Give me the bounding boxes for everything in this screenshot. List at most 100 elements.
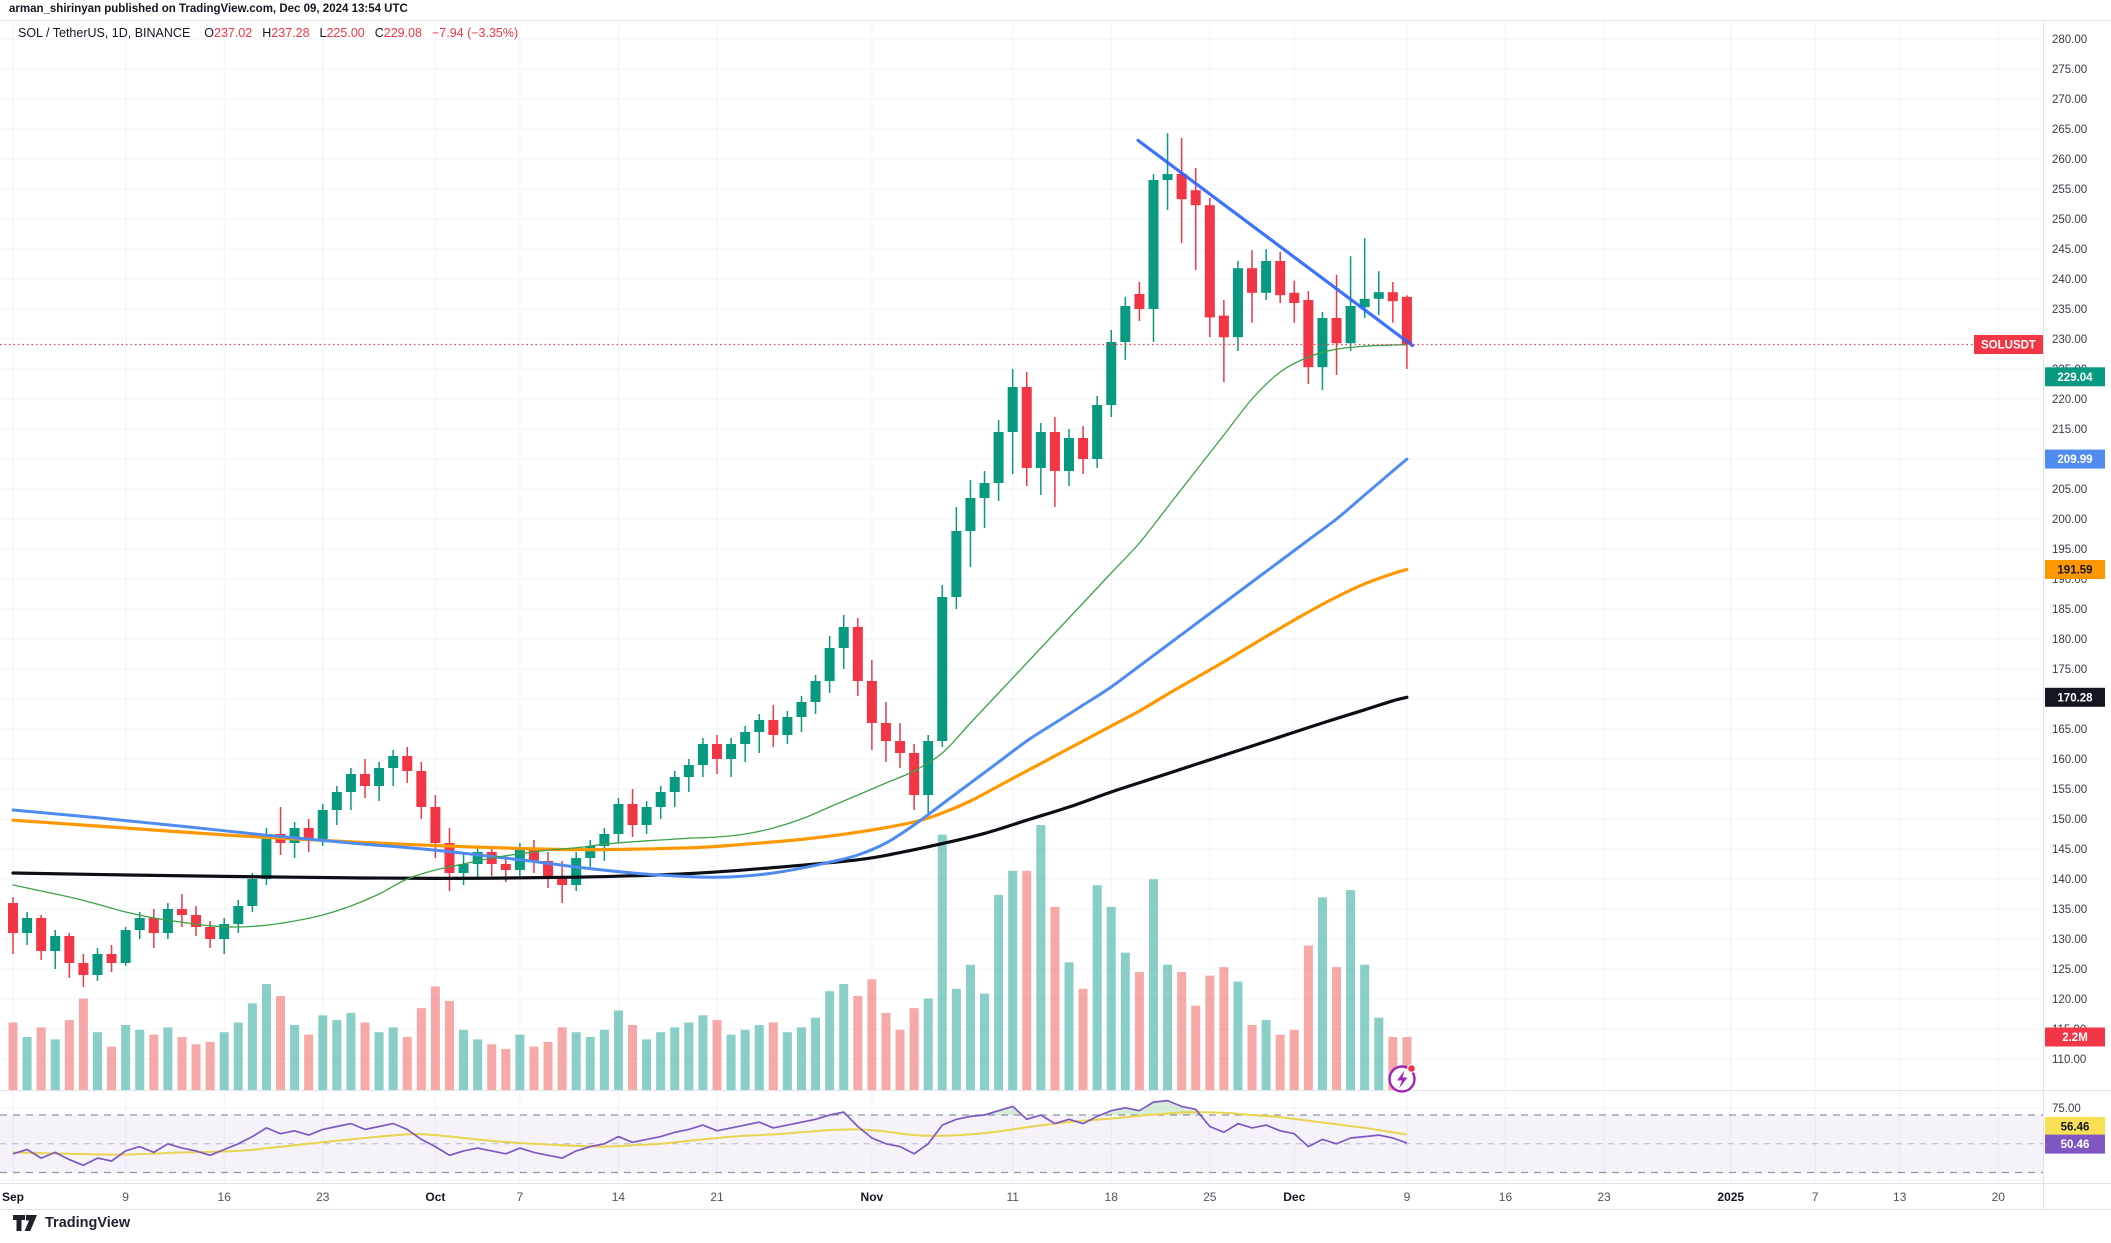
- candle: [895, 741, 906, 753]
- time-tick-label: 20: [1992, 1190, 2006, 1204]
- volume-bar: [543, 1041, 553, 1090]
- symbol-legend[interactable]: SOL / TetherUS, 1D, BINANCE O237.02 H237.2…: [18, 26, 518, 40]
- candle: [1148, 180, 1159, 309]
- candle: [458, 864, 469, 873]
- candle: [191, 915, 202, 927]
- volume-bar: [276, 996, 286, 1090]
- volume-bar: [473, 1039, 483, 1090]
- volume-bar: [36, 1027, 46, 1090]
- candle: [866, 681, 877, 723]
- volume-bar: [740, 1029, 750, 1090]
- candle: [528, 849, 539, 861]
- candle: [472, 852, 483, 864]
- time-tick-label: 23: [1597, 1190, 1611, 1204]
- volume-bar: [1346, 890, 1356, 1090]
- footer: TradingView: [12, 1214, 130, 1232]
- price-tick-label: 185.00: [2052, 604, 2087, 616]
- volume-bar: [1092, 885, 1102, 1090]
- price-tick-label: 265.00: [2052, 124, 2087, 136]
- time-tick-label: 18: [1105, 1190, 1119, 1204]
- candle: [1078, 438, 1089, 459]
- svg-text:209.99: 209.99: [2057, 454, 2092, 466]
- volume-bar: [501, 1049, 511, 1090]
- candle: [247, 879, 258, 906]
- volume-bar: [1205, 975, 1215, 1090]
- volume-bar: [1374, 1017, 1384, 1090]
- candle: [1162, 174, 1173, 180]
- candle: [331, 792, 342, 810]
- candle: [951, 531, 962, 597]
- candle: [740, 732, 751, 744]
- volume-bar: [1064, 962, 1074, 1090]
- svg-text:170.28: 170.28: [2057, 692, 2093, 704]
- candle: [1064, 438, 1074, 471]
- candle: [796, 702, 807, 717]
- candle: [1204, 205, 1215, 318]
- volume-bar: [22, 1037, 32, 1090]
- candle: [641, 807, 652, 825]
- descending-trendline[interactable]: [1136, 138, 1415, 348]
- time-axis[interactable]: Sep 9 16 23 Oct 7 14 21 Nov 11 18 25 Dec 9 16 23 2025 7 13…: [2, 1190, 2005, 1204]
- attribution-text: published on TradingView.com, Dec 09, 20…: [101, 3, 408, 15]
- price-tick-label: 230.00: [2052, 334, 2087, 346]
- candle: [838, 627, 849, 648]
- candle: [1331, 318, 1342, 344]
- candle: [78, 963, 89, 975]
- volume-bar: [1303, 945, 1313, 1090]
- rsi-pane: [0, 1099, 2043, 1174]
- candle: [106, 954, 117, 963]
- candle: [1092, 405, 1103, 459]
- ma-green-line: [12, 344, 1408, 928]
- candle: [1176, 174, 1187, 200]
- volume-bar: [853, 996, 863, 1090]
- candle: [1261, 261, 1272, 293]
- volume-bar: [1134, 972, 1144, 1090]
- volume-bar: [909, 1008, 919, 1090]
- candle: [810, 681, 821, 702]
- price-tick-label: 245.00: [2052, 244, 2087, 256]
- volume-bar: [811, 1017, 821, 1090]
- author-name: arman_shirinyan: [9, 3, 102, 15]
- candle: [979, 483, 990, 498]
- volume-bar: [1275, 1034, 1285, 1090]
- candle: [543, 861, 554, 876]
- volume-bar: [402, 1037, 412, 1090]
- time-tick-label: 7: [1812, 1190, 1819, 1204]
- svg-text:56.46: 56.46: [2061, 1121, 2090, 1133]
- price-tick-label: 150.00: [2052, 814, 2087, 826]
- lightning-icon[interactable]: [1388, 1064, 1416, 1093]
- legend-change: −7.94 (−3.35%): [431, 26, 519, 40]
- volume-bar: [571, 1032, 581, 1090]
- candle: [712, 744, 722, 759]
- legend-high: H237.28: [262, 26, 310, 40]
- candle: [768, 720, 779, 735]
- candle: [909, 753, 920, 795]
- volume-bar: [78, 998, 88, 1090]
- candle: [388, 756, 399, 768]
- candle: [655, 792, 666, 807]
- volume-bar: [219, 1032, 229, 1090]
- price-tick-label: 130.00: [2052, 934, 2087, 946]
- candle: [585, 846, 596, 858]
- candle: [36, 918, 47, 951]
- time-tick-label: 23: [316, 1190, 330, 1204]
- volume-bar: [177, 1037, 187, 1090]
- legend-open: O237.02: [204, 26, 253, 40]
- volume-bar: [332, 1020, 342, 1090]
- price-tick-label: 195.00: [2052, 544, 2087, 556]
- price-tick-label: 260.00: [2052, 154, 2087, 166]
- candle: [92, 954, 103, 975]
- candle: [1345, 306, 1356, 344]
- candle: [176, 909, 187, 915]
- candle: [64, 936, 75, 963]
- symbol-title: SOL / TetherUS, 1D, BINANCE: [18, 26, 191, 40]
- candle: [134, 918, 145, 930]
- candle: [402, 756, 413, 771]
- candle: [1387, 292, 1398, 302]
- candle: [374, 768, 385, 786]
- price-tick-label: 280.00: [2052, 34, 2087, 46]
- candle: [1035, 432, 1046, 468]
- volume-bar: [1233, 981, 1243, 1090]
